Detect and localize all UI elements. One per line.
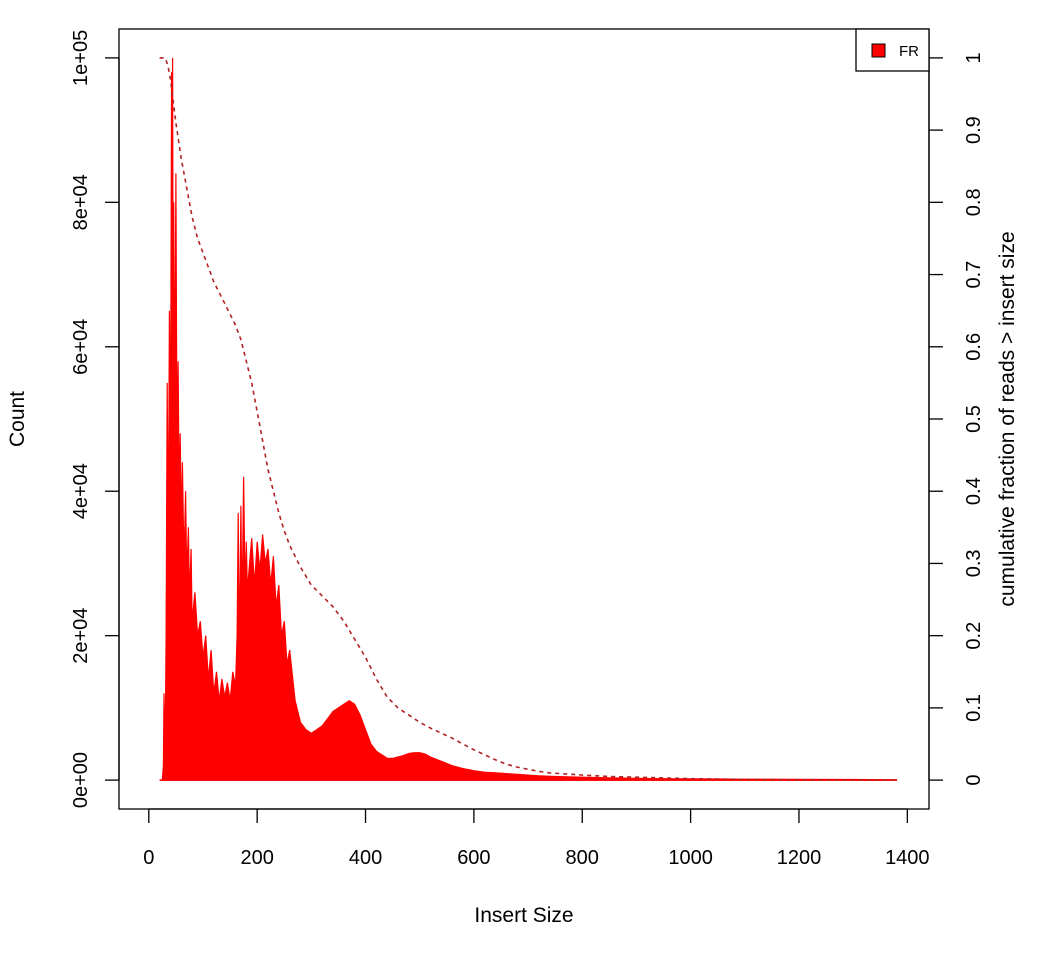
x-tick-label: 1200	[777, 847, 822, 869]
y2-tick-label: 0.7	[963, 261, 985, 289]
x-tick-label: 200	[240, 847, 273, 869]
y2-tick-label: 1	[963, 52, 985, 63]
y-tick-label: 2e+04	[70, 608, 92, 664]
legend-box	[855, 28, 930, 72]
y-tick-label: 4e+04	[70, 463, 92, 519]
y2-axis-title: cumulative fraction of reads > insert si…	[996, 231, 1019, 606]
y2-tick-label: 0.9	[963, 116, 985, 144]
y2-tick-label: 0.6	[963, 333, 985, 361]
y2-tick-label: 0.3	[963, 549, 985, 577]
legend-label-fr: FR	[899, 43, 919, 60]
y-tick-label: 6e+04	[70, 319, 92, 375]
x-tick-label: 0	[143, 847, 154, 869]
y2-tick-label: 0	[963, 775, 985, 786]
y-tick-label: 1e+05	[70, 30, 92, 86]
cumulative-line	[159, 57, 897, 781]
plot-area	[159, 57, 898, 781]
x-tick-label: 800	[566, 847, 599, 869]
y-tick-label: 0e+00	[70, 752, 92, 808]
y2-tick-label: 0.1	[963, 694, 985, 722]
y-tick-label: 8e+04	[70, 174, 92, 230]
plot-frame	[118, 28, 930, 810]
legend: FR	[855, 28, 930, 72]
x-tick-label: 1400	[885, 847, 930, 869]
legend-swatch-fr	[871, 43, 886, 58]
y2-tick-label: 0.5	[963, 405, 985, 433]
y2-tick-label: 0.4	[963, 477, 985, 505]
y2-tick-label: 0.2	[963, 622, 985, 650]
histogram-area-fr	[159, 57, 898, 781]
x-axis-title: Insert Size	[474, 904, 573, 927]
x-tick-label: 1000	[668, 847, 713, 869]
y-axis-title: Count	[6, 391, 29, 447]
y2-tick-label: 0.8	[963, 188, 985, 216]
x-tick-label: 600	[457, 847, 490, 869]
x-tick-label: 400	[349, 847, 382, 869]
